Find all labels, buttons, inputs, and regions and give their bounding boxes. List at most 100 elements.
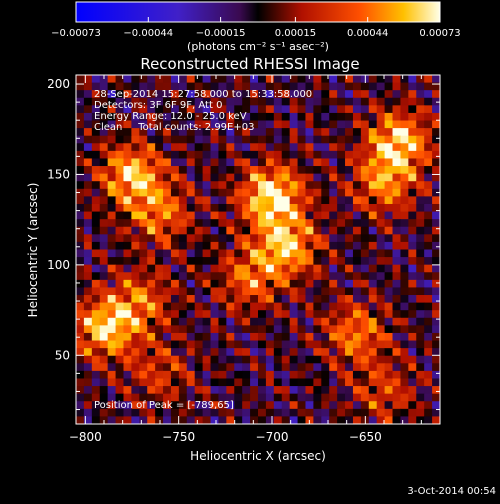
heatmap-cell [408, 386, 417, 395]
heatmap-cell [147, 272, 156, 281]
heatmap-cell [186, 120, 196, 129]
heatmap-cell [139, 317, 148, 326]
heatmap-cell [76, 135, 85, 144]
heatmap-cell [305, 135, 314, 144]
heatmap-cell [242, 370, 251, 379]
heatmap-cell [123, 158, 132, 167]
heatmap-cell [170, 332, 180, 342]
heatmap-cell [139, 234, 148, 243]
heatmap-cell [424, 226, 433, 235]
heatmap-cell [163, 120, 172, 129]
heatmap-cell [218, 363, 227, 372]
heatmap-cell [131, 325, 140, 334]
heatmap-cell [265, 340, 275, 349]
heatmap-cell [83, 211, 93, 220]
heatmap-cell [123, 257, 132, 266]
heatmap-cell [352, 219, 362, 228]
heatmap-cell [202, 340, 212, 349]
heatmap-cell [99, 90, 109, 99]
heatmap-cell [329, 287, 338, 296]
heatmap-cell [107, 219, 117, 228]
heatmap-cell [194, 135, 204, 144]
heatmap-cell [107, 181, 117, 190]
heatmap-cell [416, 317, 425, 326]
heatmap-cell [107, 128, 117, 137]
heatmap-cell [91, 75, 101, 84]
heatmap-cell [384, 257, 394, 266]
heatmap-cell [408, 158, 417, 167]
heatmap-cell [163, 272, 172, 281]
heatmap-cell [313, 211, 322, 220]
heatmap-cell [258, 226, 267, 235]
heatmap-cell [139, 188, 148, 197]
heatmap-cell [345, 257, 354, 266]
heatmap-cell [234, 219, 243, 228]
heatmap-cell [139, 310, 148, 319]
heatmap-cell [392, 401, 401, 410]
heatmap-cell [424, 241, 433, 250]
heatmap-cell [289, 105, 299, 114]
heatmap-cell [163, 393, 172, 402]
heatmap-cell [170, 150, 180, 159]
heatmap-cell [99, 82, 109, 91]
heatmap-cell [218, 401, 227, 410]
heatmap-cell [265, 249, 275, 258]
heatmap-cell [115, 211, 124, 220]
heatmap-cell [432, 264, 441, 273]
heatmap-cell [186, 408, 196, 417]
heatmap-cell [91, 82, 101, 91]
heatmap-cell [329, 112, 338, 122]
heatmap-cell [368, 203, 378, 213]
heatmap-cell [83, 386, 93, 395]
heatmap-cell [218, 370, 227, 379]
heatmap-cell [297, 75, 306, 84]
heatmap-cell [392, 97, 401, 106]
heatmap-cell [194, 348, 204, 357]
heatmap-cell [392, 211, 401, 220]
heatmap-cell [400, 257, 409, 266]
heatmap-cell [147, 325, 156, 334]
peak-position-label: Position of Peak = [-789,65] [94, 400, 234, 411]
heatmap-cell [139, 196, 148, 205]
heatmap-cell [432, 257, 441, 266]
heatmap-cell [170, 378, 180, 387]
heatmap-cell [178, 279, 188, 288]
heatmap-cell [107, 173, 117, 182]
heatmap-cell [281, 90, 291, 99]
heatmap-cell [107, 90, 117, 99]
heatmap-cell [297, 355, 306, 364]
heatmap-cell [416, 97, 425, 106]
heatmap-cell [313, 135, 322, 144]
heatmap-cell [281, 241, 291, 250]
heatmap-cell [170, 226, 180, 235]
heatmap-cell [99, 181, 109, 190]
heatmap-cell [424, 173, 433, 182]
heatmap-cell [218, 234, 227, 243]
heatmap-cell [368, 219, 378, 228]
heatmap-cell [337, 340, 346, 349]
heatmap-cell [313, 226, 322, 235]
heatmap-cell [83, 120, 93, 129]
heatmap-cell [147, 340, 156, 349]
heatmap-cell [345, 378, 354, 387]
heatmap-cell [202, 249, 212, 258]
heatmap-cell [242, 295, 251, 304]
heatmap-cell [321, 150, 330, 159]
heatmap-cell [91, 272, 101, 281]
heatmap-cell [329, 340, 338, 349]
heatmap-cell [163, 416, 172, 425]
annotation-detectors: Detectors: 3F 6F 9F, Att 0 [94, 100, 222, 111]
heatmap-cell [155, 340, 164, 349]
heatmap-cell [163, 112, 172, 122]
annotation-energy-range: Energy Range: 12.0 - 25.0 keV [94, 111, 247, 122]
heatmap-cell [234, 120, 243, 129]
heatmap-cell [360, 97, 370, 106]
heatmap-cell [376, 332, 386, 342]
heatmap-cell [281, 150, 291, 159]
heatmap-cell [305, 332, 314, 342]
heatmap-cell [226, 370, 235, 379]
heatmap-cell [305, 150, 314, 159]
heatmap-cell [226, 332, 235, 342]
heatmap-cell [194, 120, 204, 129]
colorbar-tick-label: 0.00044 [347, 28, 388, 39]
